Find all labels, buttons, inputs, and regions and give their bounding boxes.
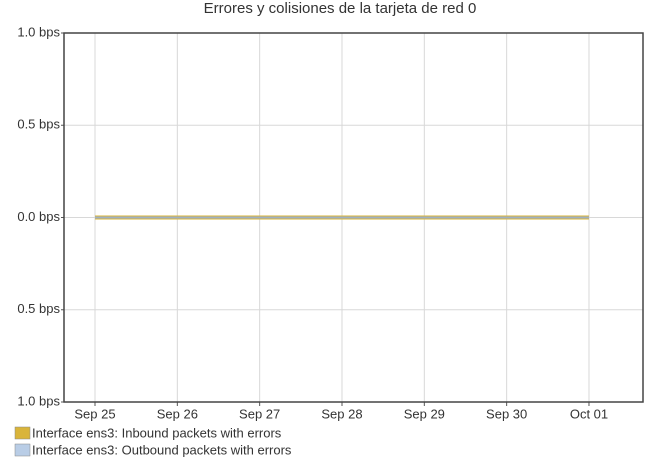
x-tick-label: Sep 28 xyxy=(321,406,362,421)
x-tick-label: Sep 27 xyxy=(239,406,280,421)
x-tick-label: Sep 25 xyxy=(74,406,115,421)
y-tick-label: 0.0 bps xyxy=(17,209,60,224)
legend-label: Interface ens3: Inbound packets with err… xyxy=(32,425,282,440)
x-tick-label: Oct 01 xyxy=(570,406,608,421)
x-tick-label: Sep 26 xyxy=(157,406,198,421)
chart-title: Errores y colisiones de la tarjeta de re… xyxy=(204,0,477,17)
legend-label: Interface ens3: Outbound packets with er… xyxy=(32,442,292,457)
legend-swatch xyxy=(14,443,31,457)
y-tick-label: 1.0 bps xyxy=(17,24,60,39)
y-tick-label: 0.5 bps xyxy=(17,117,60,132)
x-tick-label: Sep 30 xyxy=(486,406,527,421)
x-tick-label: Sep 29 xyxy=(404,406,445,421)
y-tick-label: 1.0 bps xyxy=(17,393,60,408)
plot-frame xyxy=(63,32,644,403)
legend-swatch xyxy=(14,426,31,440)
y-tick-label: 0.5 bps xyxy=(17,301,60,316)
